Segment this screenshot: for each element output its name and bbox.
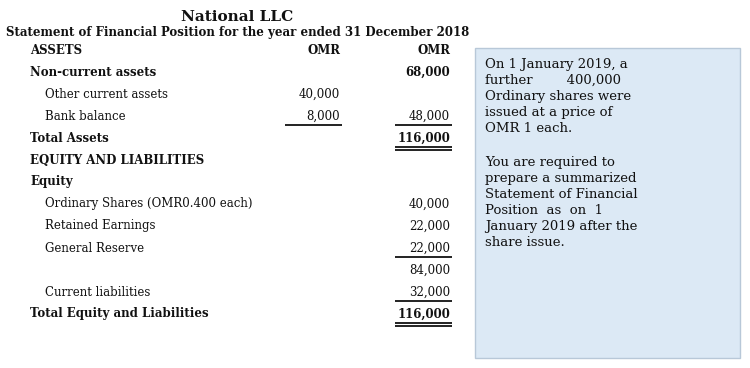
Text: Other current assets: Other current assets [45, 88, 168, 100]
Text: OMR: OMR [307, 43, 340, 57]
Text: 116,000: 116,000 [398, 308, 450, 321]
Text: Current liabilities: Current liabilities [45, 286, 150, 298]
Text: 48,000: 48,000 [409, 110, 450, 123]
Text: You are required to: You are required to [485, 156, 615, 169]
Text: 40,000: 40,000 [298, 88, 340, 100]
Text: OMR: OMR [417, 43, 450, 57]
Text: 8,000: 8,000 [306, 110, 340, 123]
Text: On 1 January 2019, a: On 1 January 2019, a [485, 58, 628, 71]
Text: Total Equity and Liabilities: Total Equity and Liabilities [30, 308, 208, 321]
Text: issued at a price of: issued at a price of [485, 106, 612, 119]
Text: Ordinary shares were: Ordinary shares were [485, 90, 632, 103]
Text: Equity: Equity [30, 176, 73, 188]
Text: 68,000: 68,000 [405, 66, 450, 78]
Bar [475, 48, 740, 358]
Text: National LLC: National LLC [182, 10, 294, 24]
Text: 22,000: 22,000 [409, 241, 450, 255]
Text: Ordinary Shares (OMR0.400 each): Ordinary Shares (OMR0.400 each) [45, 198, 253, 210]
Text: 32,000: 32,000 [409, 286, 450, 298]
Text: ASSETS: ASSETS [30, 43, 82, 57]
Text: Statement of Financial Position for the year ended 31 December 2018: Statement of Financial Position for the … [6, 26, 470, 39]
Text: prepare a summarized: prepare a summarized [485, 172, 637, 185]
Text: Non-current assets: Non-current assets [30, 66, 156, 78]
Text: Retained Earnings: Retained Earnings [45, 219, 155, 233]
Text: share issue.: share issue. [485, 236, 565, 249]
Text: Position  as  on  1: Position as on 1 [485, 204, 603, 217]
Text: Total Assets: Total Assets [30, 131, 109, 145]
Text: further        400,000: further 400,000 [485, 74, 621, 87]
Text: OMR 1 each.: OMR 1 each. [485, 122, 572, 135]
Text: Statement of Financial: Statement of Financial [485, 188, 638, 201]
Text: Bank balance: Bank balance [45, 110, 125, 123]
Text: 84,000: 84,000 [409, 263, 450, 276]
Text: 40,000: 40,000 [409, 198, 450, 210]
Text: January 2019 after the: January 2019 after the [485, 220, 638, 233]
Text: EQUITY AND LIABILITIES: EQUITY AND LIABILITIES [30, 153, 204, 166]
Text: 22,000: 22,000 [409, 219, 450, 233]
Text: General Reserve: General Reserve [45, 241, 144, 255]
Text: 116,000: 116,000 [398, 131, 450, 145]
